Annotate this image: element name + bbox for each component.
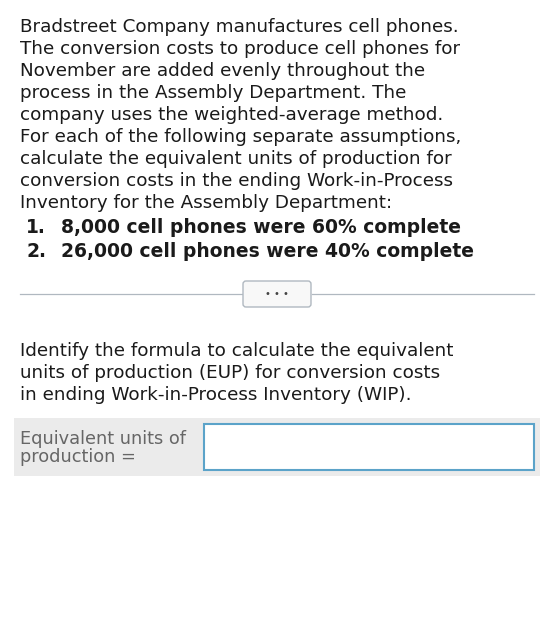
Text: process in the Assembly Department. The: process in the Assembly Department. The xyxy=(20,84,407,102)
FancyBboxPatch shape xyxy=(243,281,311,307)
FancyBboxPatch shape xyxy=(14,418,540,476)
Text: 8,000 cell phones were 60% complete: 8,000 cell phones were 60% complete xyxy=(48,218,461,237)
Text: Inventory for the Assembly Department:: Inventory for the Assembly Department: xyxy=(20,194,392,212)
Text: production =: production = xyxy=(20,448,136,466)
Text: conversion costs in the ending Work-in-Process: conversion costs in the ending Work-in-P… xyxy=(20,172,453,190)
Text: For each of the following separate assumptions,: For each of the following separate assum… xyxy=(20,128,461,146)
Text: Bradstreet Company manufactures cell phones.: Bradstreet Company manufactures cell pho… xyxy=(20,18,459,36)
Text: 2.: 2. xyxy=(26,242,46,261)
Text: 1.: 1. xyxy=(26,218,46,237)
Text: November are added evenly throughout the: November are added evenly throughout the xyxy=(20,62,425,80)
Text: 26,000 cell phones were 40% complete: 26,000 cell phones were 40% complete xyxy=(48,242,474,261)
Text: Identify the formula to calculate the equivalent: Identify the formula to calculate the eq… xyxy=(20,342,454,360)
Text: calculate the equivalent units of production for: calculate the equivalent units of produc… xyxy=(20,150,452,168)
Text: • • •: • • • xyxy=(265,289,289,299)
Text: company uses the weighted-average method.: company uses the weighted-average method… xyxy=(20,106,443,124)
FancyBboxPatch shape xyxy=(204,424,534,470)
Text: in ending Work-in-Process Inventory (WIP).: in ending Work-in-Process Inventory (WIP… xyxy=(20,386,412,404)
Text: Equivalent units of: Equivalent units of xyxy=(20,430,186,448)
Text: The conversion costs to produce cell phones for: The conversion costs to produce cell pho… xyxy=(20,40,460,58)
Text: units of production (EUP) for conversion costs: units of production (EUP) for conversion… xyxy=(20,364,440,382)
